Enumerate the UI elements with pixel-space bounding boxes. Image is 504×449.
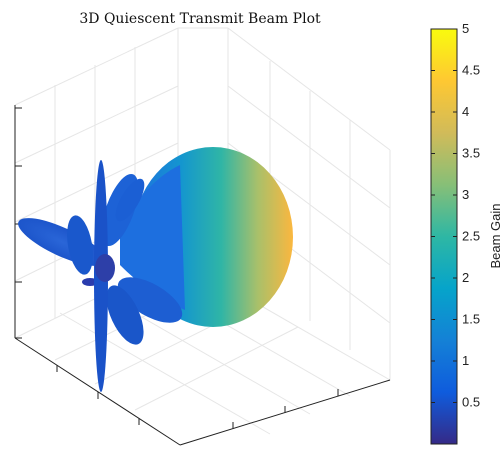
colorbar-tick-label: 2.5 bbox=[462, 229, 480, 244]
side-lobe bbox=[115, 178, 145, 222]
colorbar-tick-label: 4.5 bbox=[462, 63, 480, 78]
colorbar-tick-label: 4 bbox=[462, 104, 469, 119]
side-lobe bbox=[117, 277, 183, 323]
axes-lines bbox=[14, 105, 391, 446]
colorbar-tick-label: 3.5 bbox=[462, 146, 480, 161]
colorbar-label: Beam Gain bbox=[488, 203, 503, 268]
beam-surface bbox=[18, 147, 293, 392]
colorbar-tick-label: 0.5 bbox=[462, 395, 480, 410]
colorbar-tick-label: 2 bbox=[462, 270, 469, 285]
chart-title: 3D Quiescent Transmit Beam Plot bbox=[79, 11, 321, 27]
colorbar-tick-label: 1.5 bbox=[462, 312, 480, 327]
main-lobe-neck bbox=[120, 165, 185, 310]
colorbar: 0.5 1 1.5 2 2.5 3 3.5 4 4.5 5 Beam Gain bbox=[430, 21, 503, 445]
colorbar-tick-label: 3 bbox=[462, 187, 469, 202]
colorbar-gradient bbox=[430, 28, 458, 445]
lobe-core bbox=[95, 254, 115, 282]
side-lobe bbox=[106, 285, 144, 345]
colorbar-tick-label: 1 bbox=[462, 353, 469, 368]
side-lobe bbox=[67, 215, 93, 275]
side-lobe bbox=[82, 278, 98, 286]
colorbar-tick-label: 5 bbox=[462, 21, 469, 36]
